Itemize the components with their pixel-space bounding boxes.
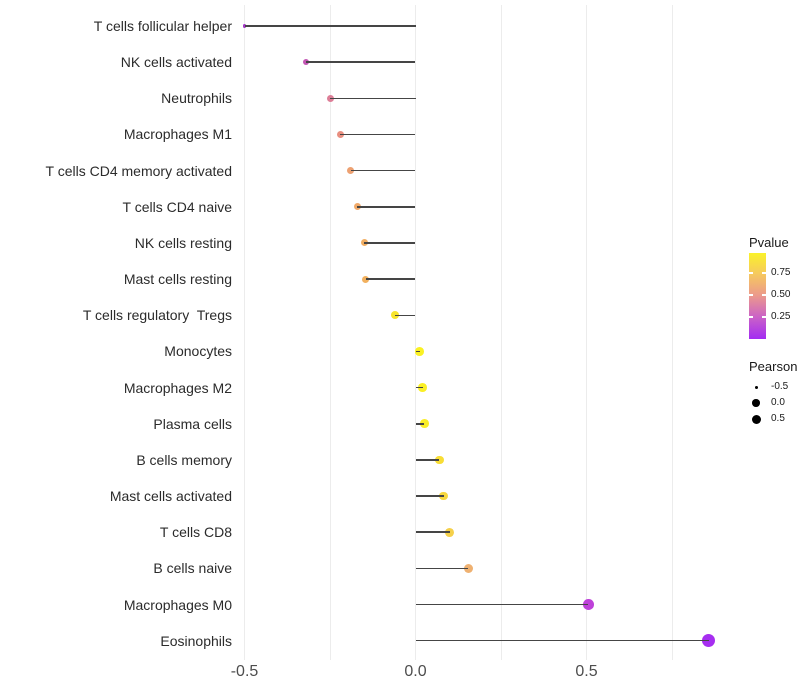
pearson-legend-title: Pearson: [749, 359, 798, 374]
lollipop-stem: [330, 97, 416, 100]
y-axis-label: Neutrophils: [161, 90, 232, 107]
lollipop-stem: [415, 350, 420, 353]
size-legend-label: -0.5: [771, 381, 789, 392]
lollipop-stem: [244, 25, 416, 27]
lollipop-stem: [415, 423, 425, 425]
y-axis-label: NK cells resting: [134, 234, 232, 251]
lollipop-stem: [415, 459, 440, 461]
lollipop-stem: [415, 495, 444, 497]
size-legend-dot: [752, 399, 760, 407]
lollipop-dot: [702, 634, 716, 648]
y-axis-label: T cells regulatory Tregs: [82, 307, 232, 324]
lollipop-stem: [394, 314, 416, 317]
x-axis-tick-label: 0.5: [575, 663, 598, 680]
lollipop-dot: [390, 311, 400, 320]
lollipop-stem: [415, 603, 589, 606]
lollipop-dot: [445, 527, 455, 537]
colorbar-tick: [762, 316, 766, 318]
x-gridline: [586, 5, 587, 660]
y-axis-label: B cells naive: [153, 560, 232, 577]
lollipop-stem: [365, 278, 416, 280]
lollipop-stem: [364, 242, 416, 244]
y-axis-label: Mast cells activated: [109, 488, 232, 505]
colorbar-tick-label: 0.75: [771, 267, 791, 279]
y-axis-label: NK cells activated: [120, 54, 232, 71]
y-axis-label: Macrophages M2: [123, 379, 232, 396]
x-axis-tick-label: 0.0: [404, 663, 427, 680]
y-axis-label: Monocytes: [164, 343, 232, 360]
colorbar-tick: [749, 294, 753, 296]
y-axis-label: T cells follicular helper: [93, 18, 232, 34]
lollipop-dot: [415, 347, 424, 356]
pvalue-legend-title: Pvalue: [749, 235, 789, 250]
lollipop-dot: [463, 563, 473, 573]
lollipop-stem: [357, 206, 416, 208]
x-gridline: [500, 5, 502, 660]
lollipop-stem: [415, 639, 709, 642]
lollipop-stem: [306, 61, 416, 63]
y-axis-label: T cells CD4 naive: [122, 198, 232, 215]
x-axis-tick-label: -0.5: [230, 663, 259, 680]
lollipop-dot: [439, 491, 448, 501]
lollipop-stem: [415, 386, 423, 389]
lollipop-stem: [415, 567, 469, 570]
y-axis-label: T cells CD8: [159, 524, 232, 541]
colorbar-tick-label: 0.50: [771, 288, 791, 300]
y-axis-label: Eosinophils: [160, 632, 232, 649]
colorbar-tick: [762, 294, 766, 296]
colorbar-tick: [749, 316, 753, 318]
size-legend-dot: [754, 385, 758, 389]
size-legend-dot: [751, 414, 761, 424]
y-axis-label: Plasma cells: [153, 415, 232, 432]
y-axis-label: Macrophages M0: [123, 596, 232, 613]
x-gridline: [415, 5, 416, 660]
lollipop-dot: [361, 275, 370, 283]
pvalue-colorbar: [749, 253, 766, 339]
lollipop-stem: [350, 169, 416, 172]
pearson-legend: Pearson -0.5 0.0 0.5: [749, 359, 799, 434]
lollipop-dot: [582, 599, 594, 610]
colorbar-tick: [749, 272, 753, 274]
size-legend-label: 0.5: [771, 413, 785, 425]
pvalue-legend: Pvalue 0.75 0.50 0.25: [749, 235, 799, 345]
lollipop-stem: [340, 133, 416, 136]
x-gridline: [329, 5, 331, 660]
x-gridline: [244, 5, 245, 660]
y-axis-label: Mast cells resting: [123, 271, 232, 288]
lollipop-dot: [418, 383, 427, 392]
colorbar-tick-label: 0.25: [771, 310, 791, 322]
colorbar-tick: [762, 272, 766, 274]
lollipop-stem: [415, 531, 450, 533]
y-axis-label: B cells memory: [136, 451, 232, 468]
y-axis-label: Macrophages M1: [123, 126, 232, 143]
y-axis-label: T cells CD4 memory activated: [45, 162, 232, 179]
size-legend-label: 0.0: [771, 397, 785, 409]
x-gridline: [671, 5, 673, 660]
